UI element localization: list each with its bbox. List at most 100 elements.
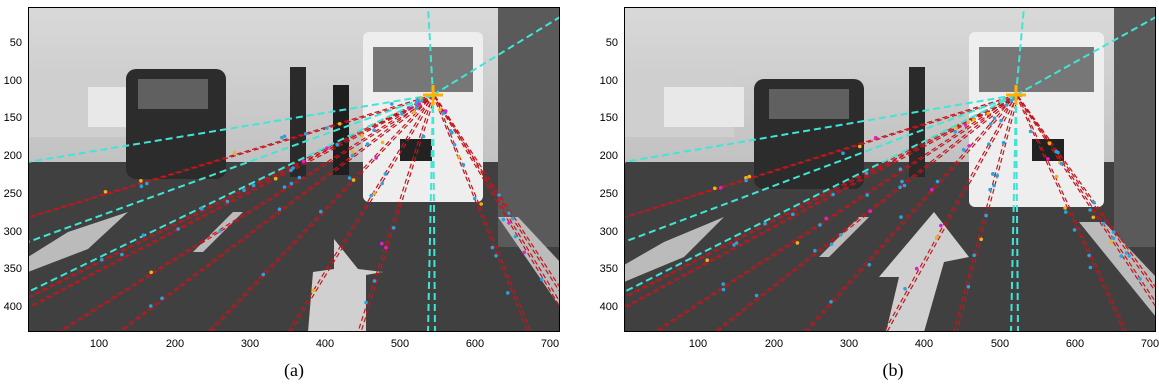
x-tick-label: 200 bbox=[165, 338, 185, 350]
feature-point bbox=[824, 216, 828, 221]
feature-point bbox=[966, 285, 971, 289]
feature-point bbox=[898, 185, 902, 190]
cyan-line bbox=[1010, 94, 1017, 332]
feature-point bbox=[406, 106, 411, 110]
cyan-line bbox=[28, 94, 434, 293]
red-line bbox=[117, 94, 434, 332]
photo-with-vanishing-lines bbox=[624, 7, 1156, 332]
red-line bbox=[357, 94, 434, 332]
red-line bbox=[210, 95, 436, 332]
feature-point bbox=[372, 279, 377, 283]
feature-point bbox=[441, 111, 446, 115]
feature-point bbox=[347, 176, 352, 180]
red-line bbox=[624, 94, 1017, 298]
feature-point bbox=[414, 106, 419, 110]
feature-point bbox=[380, 241, 384, 246]
red-line bbox=[432, 94, 560, 293]
panel-b: 50 100 150 200 250 300 350 400 100 200 3… bbox=[596, 0, 1159, 392]
feature-point bbox=[507, 211, 511, 215]
feature-point bbox=[472, 196, 477, 201]
feature-point bbox=[1087, 253, 1091, 258]
feature-point bbox=[829, 300, 833, 304]
feature-point bbox=[242, 188, 246, 193]
cyan-line bbox=[28, 94, 434, 163]
red-line bbox=[953, 94, 1017, 332]
y-tick-label: 400 bbox=[3, 301, 22, 313]
feature-point bbox=[1088, 265, 1093, 270]
feature-point bbox=[350, 150, 355, 154]
feature-point bbox=[963, 123, 968, 127]
feature-point bbox=[1124, 251, 1129, 255]
cyan-line bbox=[624, 94, 1017, 293]
feature-point bbox=[1091, 215, 1096, 220]
feature-point bbox=[360, 133, 365, 138]
feature-point bbox=[350, 153, 355, 158]
feature-point bbox=[1092, 200, 1096, 205]
feature-point bbox=[251, 183, 256, 188]
feature-point bbox=[721, 287, 726, 292]
red-line bbox=[956, 95, 1019, 332]
feature-point bbox=[972, 118, 976, 122]
y-tick-label: 350 bbox=[3, 263, 22, 275]
feature-point bbox=[457, 155, 461, 159]
feature-point bbox=[325, 126, 329, 130]
feature-point bbox=[721, 282, 725, 286]
panel-a: 50 100 150 200 250 300 350 400 bbox=[0, 0, 560, 392]
feature-point bbox=[858, 144, 862, 149]
feature-point bbox=[479, 202, 484, 206]
feature-point bbox=[865, 193, 869, 197]
feature-point bbox=[372, 191, 377, 196]
feature-point bbox=[754, 293, 759, 298]
feature-point bbox=[900, 179, 904, 184]
feature-point bbox=[380, 181, 385, 186]
feature-point bbox=[744, 176, 748, 180]
feature-point bbox=[372, 128, 376, 132]
feature-point bbox=[438, 107, 442, 112]
feature-point bbox=[763, 221, 767, 226]
feature-point bbox=[1109, 240, 1113, 245]
red-line bbox=[57, 94, 434, 332]
x-tick-label: 600 bbox=[1065, 338, 1085, 350]
feature-point bbox=[335, 143, 340, 147]
feature-point bbox=[507, 221, 511, 225]
feature-point bbox=[280, 135, 284, 140]
feature-point bbox=[282, 185, 287, 189]
red-line bbox=[1015, 94, 1156, 308]
feature-point bbox=[1101, 221, 1106, 226]
red-line bbox=[1017, 95, 1128, 332]
feature-point bbox=[160, 296, 164, 301]
red-line bbox=[624, 94, 1017, 218]
x-tick-label: 700 bbox=[540, 338, 560, 350]
feature-point bbox=[417, 102, 421, 106]
feature-point bbox=[972, 253, 976, 258]
feature-point bbox=[1004, 103, 1009, 107]
feature-point bbox=[289, 181, 294, 186]
feature-point bbox=[364, 300, 368, 305]
red-line bbox=[806, 95, 1019, 332]
y-tick-label: 250 bbox=[3, 188, 22, 200]
x-tick-label: 400 bbox=[315, 338, 335, 350]
feature-point bbox=[1046, 157, 1050, 161]
red-line bbox=[28, 94, 434, 298]
feature-point bbox=[412, 110, 417, 115]
feature-point bbox=[311, 288, 316, 293]
feature-point bbox=[1063, 206, 1067, 210]
cyan-line bbox=[432, 94, 436, 332]
feature-point bbox=[984, 213, 988, 218]
cyan-line bbox=[427, 94, 434, 332]
feature-point bbox=[1047, 141, 1052, 145]
feature-point bbox=[494, 254, 498, 258]
feature-point bbox=[898, 167, 903, 171]
y-tick-label: 250 bbox=[599, 188, 618, 200]
feature-point bbox=[383, 172, 388, 176]
red-line bbox=[290, 95, 436, 332]
feature-point bbox=[225, 199, 230, 204]
feature-point bbox=[1138, 277, 1142, 281]
cyan-line bbox=[1015, 7, 1025, 96]
cyan-line bbox=[427, 7, 434, 96]
feature-point bbox=[1072, 228, 1077, 232]
feature-point bbox=[734, 241, 739, 245]
feature-point bbox=[325, 146, 329, 150]
feature-point bbox=[1059, 161, 1064, 166]
feature-point bbox=[995, 174, 999, 178]
